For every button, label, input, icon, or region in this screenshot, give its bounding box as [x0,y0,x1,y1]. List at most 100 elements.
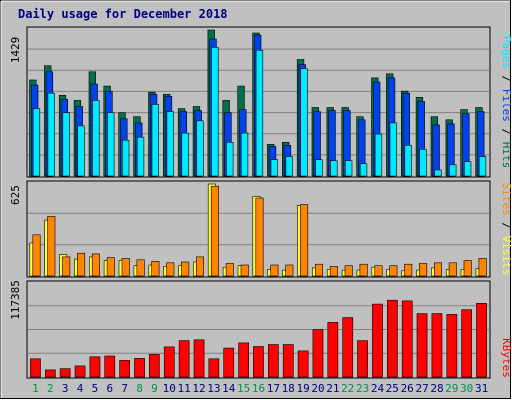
chart-title: Daily usage for December 2018 [18,7,228,21]
legend-sep: / [500,122,512,142]
bar-kbytes [44,369,56,378]
bar-pages [389,122,397,177]
bar-sites [300,204,309,277]
x-tick-label: 3 [62,382,69,395]
legend-files: Files [500,89,512,122]
x-tick-label: 26 [401,382,414,395]
bar-kbytes [401,300,413,378]
x-tick-label: 14 [222,382,236,395]
bar-kbytes [267,344,279,378]
bar-sites [478,257,487,277]
panel-hits-legend: Pages / Files / Hits [500,36,512,169]
x-tick-label: 25 [386,382,399,395]
bar-kbytes [253,346,264,378]
bar-kbytes [386,299,398,378]
bar-pages [330,160,338,177]
bar-sites [404,263,413,277]
bar-pages [122,139,130,177]
bar-kbytes [312,329,324,378]
x-tick-label: 4 [77,382,84,395]
legend-sites: Sites [500,183,512,216]
bar-sites [285,264,294,277]
x-tick-label: 11 [177,382,190,395]
bar-pages [374,133,383,177]
x-tick-label: 12 [192,382,205,395]
bar-kbytes [342,317,354,378]
x-tick-label: 7 [121,382,128,395]
bar-pages [211,46,219,177]
bar-sites [166,262,175,277]
bar-sites [389,265,398,277]
bar-sites [47,216,56,277]
bar-kbytes [357,340,368,378]
bar-sites [225,263,234,277]
bar-pages [226,142,234,177]
panel-kbytes-legend: KBytes [500,338,512,378]
bar-sites [419,263,428,277]
x-tick-label: 22 [341,382,354,395]
x-tick-label: 27 [415,382,428,395]
legend-sep: / [500,216,512,236]
bar-kbytes [134,358,145,378]
bar-pages [419,149,427,177]
bar-pages [449,164,457,177]
x-tick-label: 19 [296,382,309,395]
bar-pages [196,120,204,177]
panel-visits-legend: Sites / Visits [500,183,512,276]
x-tick-label: 21 [326,382,339,395]
bar-sites [196,256,205,277]
x-tick-label: 2 [47,382,54,395]
bar-pages [434,169,442,177]
x-tick-label: 15 [237,382,250,395]
bar-kbytes [431,313,443,378]
legend-hits: Hits [500,142,512,169]
bar-kbytes [149,354,160,378]
bar-kbytes [327,321,339,378]
bar-sites [121,257,130,277]
x-tick-label: 20 [311,382,324,395]
x-tick-label: 8 [136,382,143,395]
bar-kbytes [297,350,309,378]
bar-kbytes [416,313,428,378]
bar-kbytes [104,355,116,378]
bar-pages [270,159,278,177]
x-tick-label: 30 [460,382,473,395]
bar-pages [315,159,323,177]
bar-pages [166,111,174,177]
bar-pages [300,68,308,177]
bar-pages [240,132,249,177]
bar-sites [77,252,86,277]
bar-kbytes [282,344,294,378]
x-tick-label: 6 [106,382,113,395]
x-tick-label: 5 [92,382,99,395]
bar-sites [240,264,249,277]
bar-kbytes [119,360,130,378]
bar-kbytes [238,342,250,378]
bar-kbytes [446,314,458,378]
bar-pages [47,92,55,177]
bar-kbytes [372,303,383,378]
x-tick-label: 29 [445,382,458,395]
bar-kbytes [163,346,175,378]
panel-kbytes-ymax-label: 117385 [9,280,22,320]
bar-sites [463,260,472,277]
bar-kbytes [461,309,473,378]
bar-sites [151,260,160,277]
bar-pages [344,160,353,177]
bar-pages [151,104,159,177]
bar-kbytes [30,358,41,378]
x-tick-label: 17 [267,382,280,395]
bar-sites [448,262,457,277]
x-tick-label: 28 [430,382,443,395]
x-tick-label: 23 [356,382,369,395]
bar-kbytes [223,347,235,378]
bar-sites [270,264,279,277]
legend-pages: Pages [500,36,512,69]
bar-sites [210,185,219,277]
bars [29,29,487,378]
bar-pages [77,125,85,177]
x-tick-label: 31 [475,382,488,395]
bar-pages [181,132,189,177]
panel-hits-ymax-label: 1429 [9,37,22,64]
